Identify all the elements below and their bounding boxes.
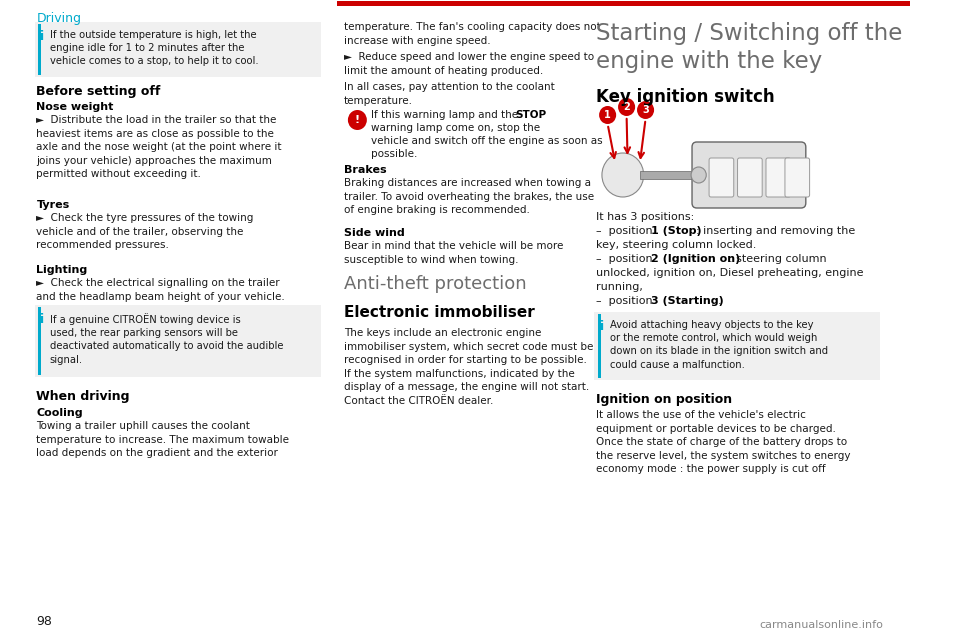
Text: Towing a trailer uphill causes the coolant
temperature to increase. The maximum : Towing a trailer uphill causes the coola… bbox=[36, 421, 289, 458]
Text: Bear in mind that the vehicle will be more
susceptible to wind when towing.: Bear in mind that the vehicle will be mo… bbox=[344, 241, 564, 264]
Bar bbox=[598, 314, 601, 378]
Text: STOP: STOP bbox=[515, 110, 546, 120]
Circle shape bbox=[618, 98, 636, 116]
Bar bbox=[640, 171, 697, 179]
Text: !: ! bbox=[355, 115, 360, 125]
Text: Before setting off: Before setting off bbox=[36, 85, 160, 98]
Circle shape bbox=[348, 110, 367, 130]
Text: Avoid attaching heavy objects to the key
or the remote control, which would weig: Avoid attaching heavy objects to the key… bbox=[610, 320, 828, 370]
Text: Starting / Switching off the
engine with the key: Starting / Switching off the engine with… bbox=[596, 22, 902, 74]
FancyBboxPatch shape bbox=[594, 312, 880, 380]
Text: i: i bbox=[40, 313, 44, 326]
Text: ►  Check the electrical signalling on the trailer
and the headlamp beam height o: ► Check the electrical signalling on the… bbox=[36, 278, 285, 301]
Text: ►  Check the tyre pressures of the towing
vehicle and of the trailer, observing : ► Check the tyre pressures of the towing… bbox=[36, 213, 253, 250]
Text: –  position: – position bbox=[596, 254, 657, 264]
Text: Ignition on position: Ignition on position bbox=[596, 393, 732, 406]
Text: Brakes: Brakes bbox=[344, 165, 387, 175]
FancyBboxPatch shape bbox=[35, 305, 321, 377]
Circle shape bbox=[691, 167, 707, 183]
Text: i: i bbox=[600, 320, 604, 333]
Text: 3 (Starting): 3 (Starting) bbox=[651, 296, 724, 306]
Text: Cooling: Cooling bbox=[36, 408, 83, 418]
Text: .: . bbox=[718, 296, 721, 306]
Text: If a genuine CITROËN towing device is
used, the rear parking sensors will be
dea: If a genuine CITROËN towing device is us… bbox=[50, 313, 283, 365]
FancyBboxPatch shape bbox=[785, 158, 809, 197]
Circle shape bbox=[637, 101, 654, 119]
Text: Tyres: Tyres bbox=[36, 200, 70, 210]
Circle shape bbox=[599, 106, 616, 124]
Text: The keys include an electronic engine
immobiliser system, which secret code must: The keys include an electronic engine im… bbox=[344, 328, 593, 406]
Text: Anti-theft protection: Anti-theft protection bbox=[344, 275, 527, 293]
FancyBboxPatch shape bbox=[737, 158, 762, 197]
Text: i: i bbox=[40, 30, 44, 43]
Text: unlocked, ignition on, Diesel preheating, engine: unlocked, ignition on, Diesel preheating… bbox=[596, 268, 864, 278]
Bar bbox=[38, 307, 41, 375]
Text: 3: 3 bbox=[642, 105, 649, 115]
Text: key, steering column locked.: key, steering column locked. bbox=[596, 240, 756, 250]
FancyBboxPatch shape bbox=[766, 158, 791, 197]
Circle shape bbox=[602, 153, 643, 197]
Text: When driving: When driving bbox=[36, 390, 130, 403]
Text: vehicle and switch off the engine as soon as: vehicle and switch off the engine as soo… bbox=[371, 136, 602, 146]
FancyBboxPatch shape bbox=[692, 142, 805, 208]
Text: It has 3 positions:: It has 3 positions: bbox=[596, 212, 694, 222]
FancyBboxPatch shape bbox=[35, 22, 321, 77]
Text: ►  Distribute the load in the trailer so that the
heaviest items are as close as: ► Distribute the load in the trailer so … bbox=[36, 115, 282, 179]
Text: –  position: – position bbox=[596, 226, 657, 236]
Text: Side wind: Side wind bbox=[344, 228, 405, 238]
Text: 2: 2 bbox=[623, 102, 630, 112]
Text: possible.: possible. bbox=[371, 149, 417, 159]
Text: It allows the use of the vehicle's electric
equipment or portable devices to be : It allows the use of the vehicle's elect… bbox=[596, 410, 851, 474]
Text: 98: 98 bbox=[36, 615, 52, 628]
Text: Nose weight: Nose weight bbox=[36, 102, 114, 112]
Text: Lighting: Lighting bbox=[36, 265, 87, 275]
Text: : steering column: : steering column bbox=[729, 254, 827, 264]
Text: ►  Reduce speed and lower the engine speed to
limit the amount of heating produc: ► Reduce speed and lower the engine spee… bbox=[344, 52, 594, 76]
Text: Key ignition switch: Key ignition switch bbox=[596, 88, 775, 106]
Text: If the outside temperature is high, let the
engine idle for 1 to 2 minutes after: If the outside temperature is high, let … bbox=[50, 30, 258, 67]
Text: temperature. The fan's cooling capacity does not
increase with engine speed.: temperature. The fan's cooling capacity … bbox=[344, 22, 601, 45]
Text: 1 (Stop): 1 (Stop) bbox=[651, 226, 702, 236]
Text: Driving: Driving bbox=[36, 12, 82, 25]
Text: running,: running, bbox=[596, 282, 643, 292]
Text: 1: 1 bbox=[604, 110, 611, 120]
Bar bbox=[38, 24, 41, 75]
Text: 2 (Ignition on): 2 (Ignition on) bbox=[651, 254, 740, 264]
Bar bbox=[337, 1, 910, 6]
Text: : inserting and removing the: : inserting and removing the bbox=[696, 226, 855, 236]
Text: –  position: – position bbox=[596, 296, 657, 306]
FancyBboxPatch shape bbox=[709, 158, 733, 197]
Text: In all cases, pay attention to the coolant
temperature.: In all cases, pay attention to the coola… bbox=[344, 82, 555, 106]
Text: warning lamp come on, stop the: warning lamp come on, stop the bbox=[371, 123, 540, 133]
Text: carmanualsonline.info: carmanualsonline.info bbox=[759, 620, 883, 630]
Text: Electronic immobiliser: Electronic immobiliser bbox=[344, 305, 535, 320]
Text: If this warning lamp and the: If this warning lamp and the bbox=[371, 110, 521, 120]
Text: Braking distances are increased when towing a
trailer. To avoid overheating the : Braking distances are increased when tow… bbox=[344, 178, 594, 215]
